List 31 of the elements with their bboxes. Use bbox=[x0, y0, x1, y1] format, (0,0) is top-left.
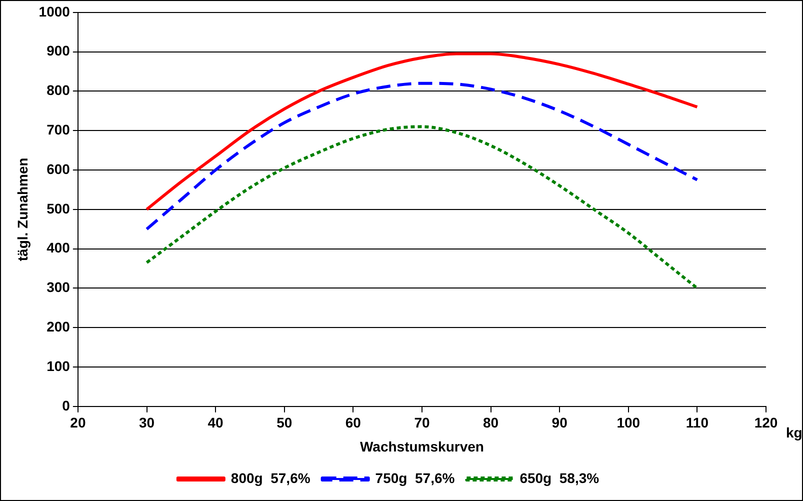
x-tick-label: 110 bbox=[686, 414, 709, 431]
x-tick-label: 20 bbox=[70, 414, 86, 431]
text: kg bbox=[786, 424, 802, 440]
y-tick-label: 300 bbox=[46, 279, 70, 296]
x-tick-label: 80 bbox=[482, 414, 499, 431]
y-tick-label: 700 bbox=[46, 121, 70, 138]
x-tick-label: 50 bbox=[276, 414, 292, 431]
legend-label: 750g 57,6% bbox=[375, 470, 456, 486]
y-tick-label: 0 bbox=[62, 397, 70, 414]
y-tick-label: 400 bbox=[46, 240, 70, 256]
x-tick-label: 30 bbox=[138, 414, 155, 431]
y-tick-label: 800 bbox=[46, 82, 70, 98]
line-series bbox=[145, 82, 699, 231]
x-tick-label: 120 bbox=[754, 414, 778, 431]
y-tick-label: 100 bbox=[46, 358, 70, 374]
x-axis-title: Wachstumskurven bbox=[360, 438, 484, 454]
x-tick-label: 40 bbox=[208, 414, 224, 431]
y-tick-label: 1000 bbox=[38, 3, 70, 20]
legend-label: 800g 57,6% bbox=[230, 470, 311, 486]
x-tick-label: 90 bbox=[552, 414, 568, 431]
x-tick-label: 100 bbox=[616, 414, 640, 431]
y-axis-title: tägl. Zunahmen bbox=[14, 158, 30, 262]
line-series bbox=[145, 125, 699, 290]
x-tick-label: 70 bbox=[414, 414, 430, 431]
y-tick-label: 200 bbox=[46, 318, 70, 334]
line-series bbox=[145, 52, 699, 211]
y-tick-label: 900 bbox=[46, 42, 70, 59]
y-tick-label: 500 bbox=[46, 200, 70, 216]
x-tick-label: 60 bbox=[345, 414, 362, 431]
legend-label: 650g 58,3% bbox=[520, 470, 600, 486]
y-tick-label: 600 bbox=[46, 160, 70, 177]
